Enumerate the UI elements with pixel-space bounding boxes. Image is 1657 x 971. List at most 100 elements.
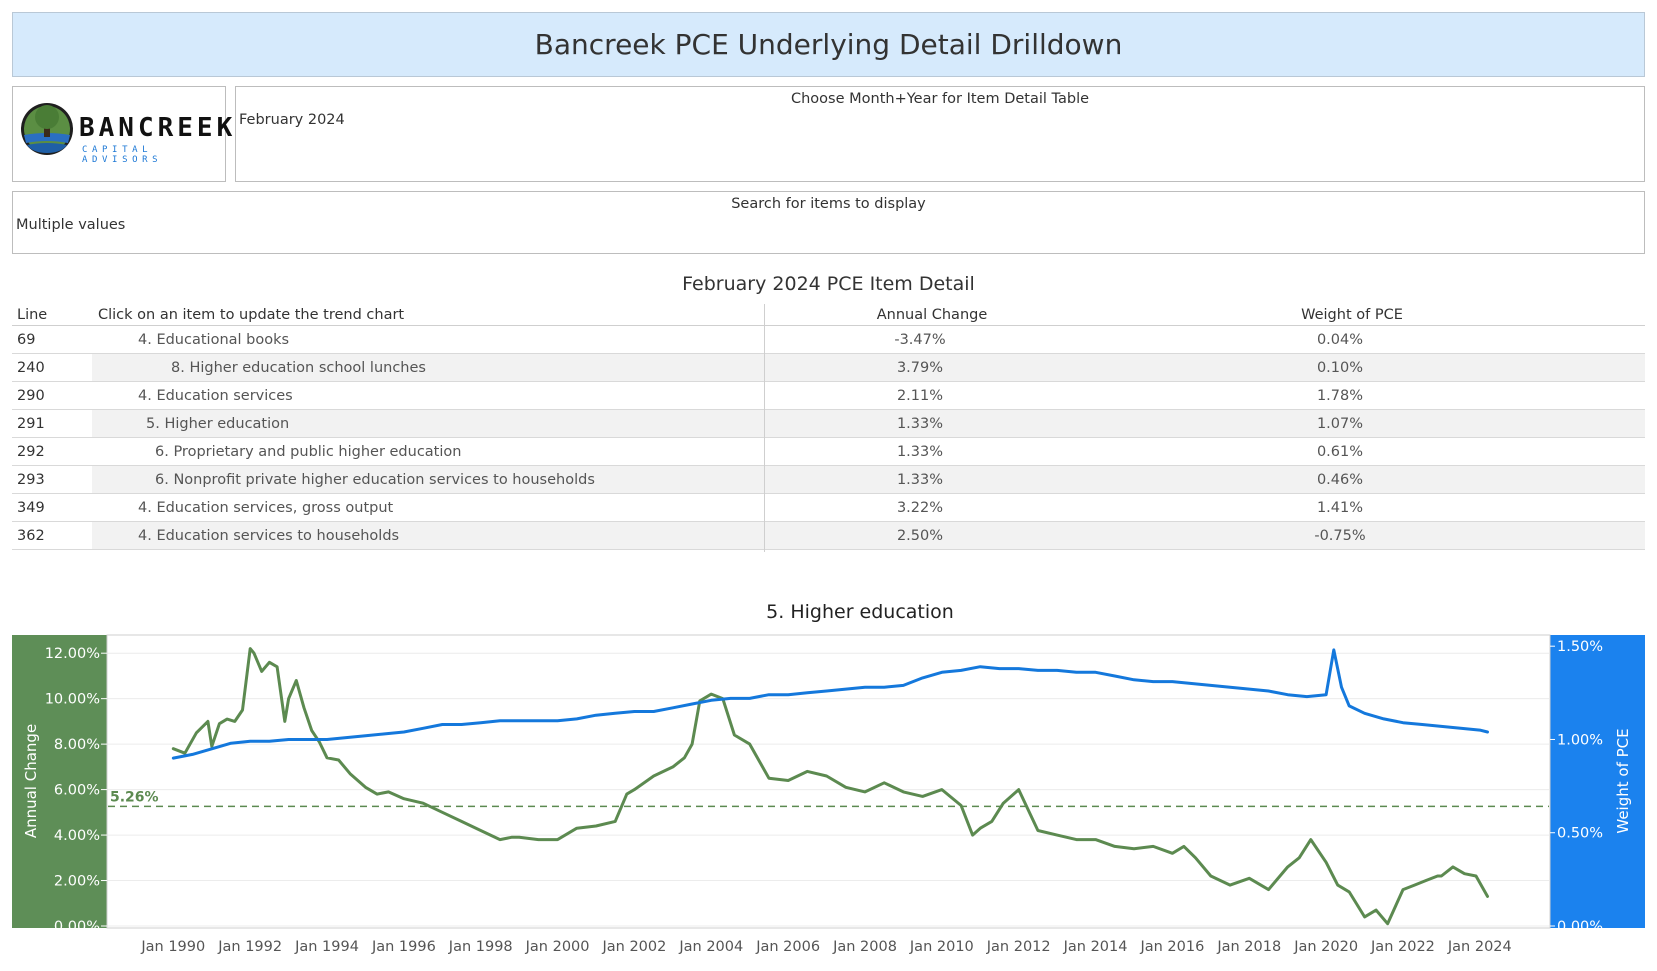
x-axis-tick-label: Jan 2012 bbox=[986, 939, 1051, 955]
table-header-row: Line Click on an item to update the tren… bbox=[12, 304, 1645, 326]
right-axis-tick-label: 0.00% bbox=[1557, 919, 1603, 935]
right-axis-title: Weight of PCE bbox=[1614, 728, 1632, 833]
cell-line: 290 bbox=[17, 388, 45, 404]
cell-weight: 0.46% bbox=[1316, 472, 1364, 488]
cell-item: 5. Higher education bbox=[146, 416, 290, 432]
x-axis-tick-label: Jan 2010 bbox=[909, 939, 974, 955]
row-shade bbox=[92, 354, 1645, 381]
month-year-filter[interactable]: Choose Month+Year for Item Detail Table … bbox=[235, 86, 1645, 182]
left-axis-panel bbox=[12, 635, 107, 928]
annual-change-line[interactable] bbox=[171, 647, 1489, 926]
x-axis-tick-label: Jan 1992 bbox=[217, 939, 282, 955]
cell-item: 6. Nonprofit private higher education se… bbox=[155, 472, 595, 488]
table-row[interactable]: 293 6. Nonprofit private higher education… bbox=[12, 466, 1645, 494]
col-header-line: Line bbox=[17, 307, 48, 323]
cell-item: 4. Education services to households bbox=[138, 528, 400, 544]
x-axis-tick-label: Jan 2008 bbox=[832, 939, 897, 955]
x-axis-tick-label: Jan 2020 bbox=[1293, 939, 1358, 955]
table-row[interactable]: 292 6. Proprietary and public higher educ… bbox=[12, 438, 1645, 466]
cell-item: 6. Proprietary and public higher educati… bbox=[155, 444, 462, 460]
table-row[interactable]: 349 4. Education services, gross output 3.… bbox=[12, 494, 1645, 522]
x-axis-tick-label: Jan 2022 bbox=[1370, 939, 1435, 955]
cell-weight: 0.61% bbox=[1316, 444, 1364, 460]
cell-annual-change: -3.47% bbox=[894, 332, 946, 348]
table-body: 69 4. Educational books -3.47% 0.04% 240 8. H… bbox=[12, 326, 1645, 550]
cell-line: 291 bbox=[17, 416, 45, 432]
logo-tagline: CAPITAL ADVISORS bbox=[82, 145, 163, 165]
cell-weight: 1.07% bbox=[1316, 416, 1364, 432]
cell-annual-change: 3.22% bbox=[896, 500, 944, 516]
left-axis-tick-label: 12.00% bbox=[45, 646, 100, 662]
x-axis-tick-label: Jan 2016 bbox=[1139, 939, 1204, 955]
table-row[interactable]: 291 5. Higher education 1.33% 1.07% bbox=[12, 410, 1645, 438]
table-row[interactable]: 240 8. Higher education school lunches 3.7… bbox=[12, 354, 1645, 382]
cell-item: 8. Higher education school lunches bbox=[171, 360, 426, 376]
cell-annual-change: 1.33% bbox=[896, 472, 944, 488]
cell-line: 240 bbox=[17, 360, 45, 376]
table-row[interactable]: 362 4. Education services to households 2.… bbox=[12, 522, 1645, 550]
item-search-filter[interactable]: Search for items to display Multiple val… bbox=[12, 191, 1645, 254]
x-axis-tick-label: Jan 1994 bbox=[294, 939, 359, 955]
plot-area-border bbox=[106, 634, 1551, 929]
month-filter-label: Choose Month+Year for Item Detail Table bbox=[790, 91, 1090, 107]
page-title: Bancreek PCE Underlying Detail Drilldown bbox=[534, 28, 1123, 61]
right-axis-tick-label: 1.00% bbox=[1557, 732, 1603, 748]
table-row[interactable]: 69 4. Educational books -3.47% 0.04% bbox=[12, 326, 1645, 354]
left-axis-tick-label: 0.00% bbox=[54, 919, 100, 935]
left-axis-title: Annual Change bbox=[22, 724, 40, 838]
cell-weight: -0.75% bbox=[1314, 528, 1366, 544]
cell-weight: 1.41% bbox=[1316, 500, 1364, 516]
x-axis-tick-label: Jan 2000 bbox=[525, 939, 590, 955]
row-shade bbox=[92, 522, 1645, 549]
col-header-item: Click on an item to update the trend cha… bbox=[98, 307, 405, 323]
cell-line: 349 bbox=[17, 500, 45, 516]
right-axis-panel bbox=[1550, 635, 1645, 928]
item-detail-table: Line Click on an item to update the tren… bbox=[12, 304, 1645, 550]
cell-line: 362 bbox=[17, 528, 45, 544]
x-axis-tick-label: Jan 1990 bbox=[140, 939, 205, 955]
cell-annual-change: 2.50% bbox=[896, 528, 944, 544]
cell-annual-change: 1.33% bbox=[896, 444, 944, 460]
cell-line: 69 bbox=[17, 332, 36, 348]
x-axis-tick-label: Jan 2002 bbox=[602, 939, 667, 955]
x-axis-tick-label: Jan 1998 bbox=[448, 939, 513, 955]
tree-logo-icon bbox=[21, 103, 73, 155]
search-filter-label: Search for items to display bbox=[731, 196, 926, 212]
cell-annual-change: 1.33% bbox=[896, 416, 944, 432]
search-filter-value[interactable]: Multiple values bbox=[16, 217, 126, 233]
left-axis-tick-label: 6.00% bbox=[54, 783, 100, 799]
chart-title: 5. Higher education bbox=[766, 601, 954, 623]
reference-line-label: 5.26% bbox=[110, 789, 159, 805]
col-header-annual-change: Annual Change bbox=[876, 307, 988, 323]
x-axis-tick-label: Jan 2006 bbox=[755, 939, 820, 955]
cell-item: 4. Educational books bbox=[138, 332, 290, 348]
cell-item: 4. Education services bbox=[138, 388, 293, 404]
x-axis-tick-label: Jan 2004 bbox=[678, 939, 743, 955]
cell-item: 4. Education services, gross output bbox=[138, 500, 394, 516]
left-axis-tick-label: 10.00% bbox=[45, 692, 100, 708]
table-title: February 2024 PCE Item Detail bbox=[682, 273, 975, 295]
cell-annual-change: 3.79% bbox=[896, 360, 944, 376]
row-shade bbox=[92, 466, 1645, 493]
left-axis-tick-label: 2.00% bbox=[54, 874, 100, 890]
x-axis-tick-label: Jan 2014 bbox=[1063, 939, 1128, 955]
logo: BANCREEK CAPITAL ADVISORS bbox=[12, 86, 232, 182]
cell-line: 293 bbox=[17, 472, 45, 488]
table-column-divider bbox=[764, 304, 765, 552]
month-filter-value[interactable]: February 2024 bbox=[239, 112, 345, 128]
cell-weight: 0.04% bbox=[1316, 332, 1364, 348]
cell-weight: 1.78% bbox=[1316, 388, 1364, 404]
x-axis-tick-label: Jan 2018 bbox=[1216, 939, 1281, 955]
cell-annual-change: 2.11% bbox=[896, 388, 944, 404]
logo-wordmark: BANCREEK bbox=[79, 113, 237, 143]
weight-of-pce-line[interactable] bbox=[171, 648, 1489, 760]
right-axis-tick-label: 0.50% bbox=[1557, 826, 1603, 842]
x-axis-tick-label: Jan 1996 bbox=[371, 939, 436, 955]
x-axis-tick-label: Jan 2024 bbox=[1447, 939, 1512, 955]
col-header-weight: Weight of PCE bbox=[1301, 307, 1403, 323]
right-axis-tick-label: 1.50% bbox=[1557, 639, 1603, 655]
cell-weight: 0.10% bbox=[1316, 360, 1364, 376]
table-row[interactable]: 290 4. Education services 2.11% 1.78% bbox=[12, 382, 1645, 410]
left-axis-tick-label: 8.00% bbox=[54, 737, 100, 753]
